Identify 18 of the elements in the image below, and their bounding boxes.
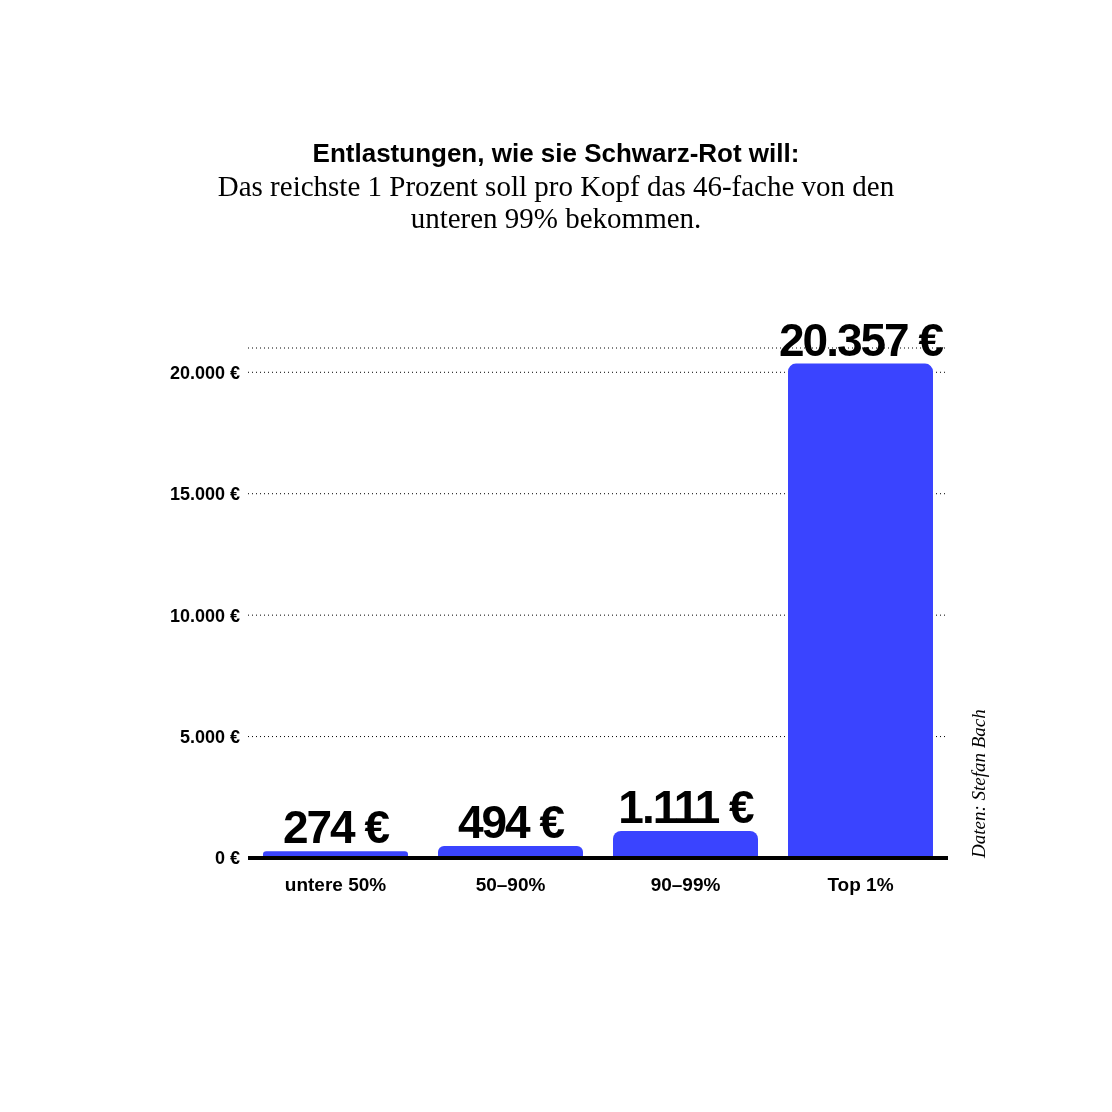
- data-label: 1.111 €: [618, 781, 755, 834]
- y-tick-label: 5.000 €: [179, 726, 240, 747]
- y-tick-label: 15.000 €: [169, 484, 240, 505]
- y-tick-label: 0 €: [214, 848, 240, 869]
- data-label: 494 €: [457, 796, 565, 848]
- bar: [788, 363, 933, 858]
- x-tick-label: Top 1%: [827, 874, 894, 896]
- y-tick-label: 20.000 €: [169, 362, 240, 383]
- x-tick-label: 50–90%: [475, 874, 546, 896]
- chart-subtitle: Das reichste 1 Prozent soll pro Kopf das 46-fache von den unteren 99% bekommen.: [216, 170, 896, 235]
- data-label: 274 €: [282, 801, 390, 854]
- y-tick-label: 10.000 €: [169, 605, 240, 626]
- x-tick-label: untere 50%: [284, 874, 387, 896]
- text: Daten: Stefan Bach: [968, 709, 990, 858]
- data-label: 20.357 €: [778, 313, 944, 366]
- chart-title: Entlastungen, wie sie Schwarz-Rot will:: [311, 138, 801, 169]
- bar: [613, 831, 758, 858]
- x-tick-label: 90–99%: [650, 874, 721, 896]
